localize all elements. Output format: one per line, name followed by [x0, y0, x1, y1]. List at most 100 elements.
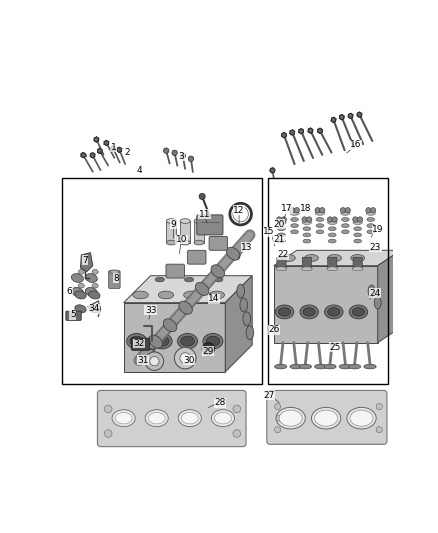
Ellipse shape: [75, 305, 86, 313]
FancyBboxPatch shape: [209, 237, 228, 251]
Ellipse shape: [112, 410, 135, 426]
Ellipse shape: [195, 282, 209, 295]
Text: 3: 3: [178, 152, 184, 161]
Ellipse shape: [85, 287, 97, 296]
Ellipse shape: [178, 410, 201, 426]
Ellipse shape: [374, 296, 381, 309]
Ellipse shape: [155, 336, 169, 346]
Ellipse shape: [325, 305, 343, 319]
Ellipse shape: [209, 291, 224, 299]
Ellipse shape: [163, 319, 177, 332]
Ellipse shape: [341, 212, 350, 215]
Circle shape: [180, 353, 191, 364]
Ellipse shape: [353, 221, 362, 224]
Polygon shape: [282, 133, 286, 138]
Polygon shape: [117, 147, 122, 152]
Ellipse shape: [181, 413, 198, 424]
FancyBboxPatch shape: [187, 251, 206, 264]
Ellipse shape: [279, 308, 291, 316]
Circle shape: [163, 148, 169, 154]
Ellipse shape: [148, 413, 165, 424]
Ellipse shape: [301, 267, 312, 271]
Circle shape: [332, 217, 337, 222]
Polygon shape: [81, 152, 85, 158]
Ellipse shape: [299, 364, 311, 369]
Circle shape: [290, 207, 295, 213]
Polygon shape: [124, 303, 225, 372]
Ellipse shape: [350, 410, 373, 426]
Ellipse shape: [184, 291, 199, 299]
Ellipse shape: [328, 239, 336, 243]
Ellipse shape: [314, 364, 327, 369]
Text: 25: 25: [330, 343, 341, 352]
Ellipse shape: [328, 221, 337, 224]
Polygon shape: [274, 265, 378, 343]
FancyBboxPatch shape: [66, 311, 81, 320]
Circle shape: [376, 426, 382, 433]
Ellipse shape: [276, 407, 305, 429]
Ellipse shape: [211, 265, 225, 278]
Ellipse shape: [276, 267, 287, 271]
Ellipse shape: [75, 291, 86, 299]
Ellipse shape: [328, 308, 340, 316]
Text: 22: 22: [277, 251, 289, 260]
Ellipse shape: [339, 364, 352, 369]
Circle shape: [276, 415, 282, 421]
Circle shape: [172, 150, 177, 156]
Ellipse shape: [302, 221, 311, 224]
Ellipse shape: [354, 239, 361, 243]
Text: 5: 5: [70, 311, 76, 319]
Ellipse shape: [158, 291, 173, 299]
Ellipse shape: [316, 224, 324, 228]
Ellipse shape: [367, 217, 374, 221]
Polygon shape: [111, 146, 116, 151]
Circle shape: [376, 403, 382, 410]
Ellipse shape: [327, 267, 338, 271]
Polygon shape: [124, 276, 252, 303]
Ellipse shape: [291, 217, 298, 221]
Ellipse shape: [324, 364, 336, 369]
Circle shape: [353, 217, 358, 222]
Text: 28: 28: [214, 398, 226, 407]
Ellipse shape: [367, 224, 374, 228]
Ellipse shape: [180, 219, 190, 223]
Text: 30: 30: [184, 356, 195, 365]
Ellipse shape: [290, 364, 302, 369]
Circle shape: [315, 207, 320, 213]
Text: 12: 12: [233, 206, 245, 215]
Text: 33: 33: [145, 306, 156, 315]
Ellipse shape: [130, 336, 144, 346]
Ellipse shape: [145, 410, 168, 426]
Bar: [166, 221, 177, 243]
Ellipse shape: [180, 240, 190, 245]
Circle shape: [275, 426, 281, 433]
Bar: [268, 178, 389, 384]
Text: 23: 23: [370, 243, 381, 252]
Text: 14: 14: [208, 294, 219, 303]
Polygon shape: [378, 251, 401, 343]
Text: 15: 15: [263, 227, 275, 236]
Text: 7: 7: [82, 256, 88, 265]
Polygon shape: [94, 137, 99, 142]
Ellipse shape: [88, 291, 100, 299]
Ellipse shape: [203, 334, 223, 349]
Ellipse shape: [85, 273, 97, 282]
Ellipse shape: [179, 301, 192, 314]
Polygon shape: [104, 140, 109, 146]
Ellipse shape: [368, 285, 375, 297]
Ellipse shape: [78, 270, 85, 274]
Ellipse shape: [291, 224, 298, 228]
Circle shape: [281, 217, 286, 222]
Ellipse shape: [352, 308, 364, 316]
Ellipse shape: [115, 413, 132, 424]
Ellipse shape: [166, 240, 177, 245]
Ellipse shape: [303, 233, 311, 237]
Ellipse shape: [246, 326, 254, 340]
Ellipse shape: [342, 230, 349, 234]
Circle shape: [327, 217, 332, 222]
Ellipse shape: [214, 277, 223, 282]
Ellipse shape: [347, 407, 376, 429]
FancyBboxPatch shape: [109, 271, 120, 288]
Ellipse shape: [243, 312, 251, 326]
FancyBboxPatch shape: [277, 257, 286, 270]
